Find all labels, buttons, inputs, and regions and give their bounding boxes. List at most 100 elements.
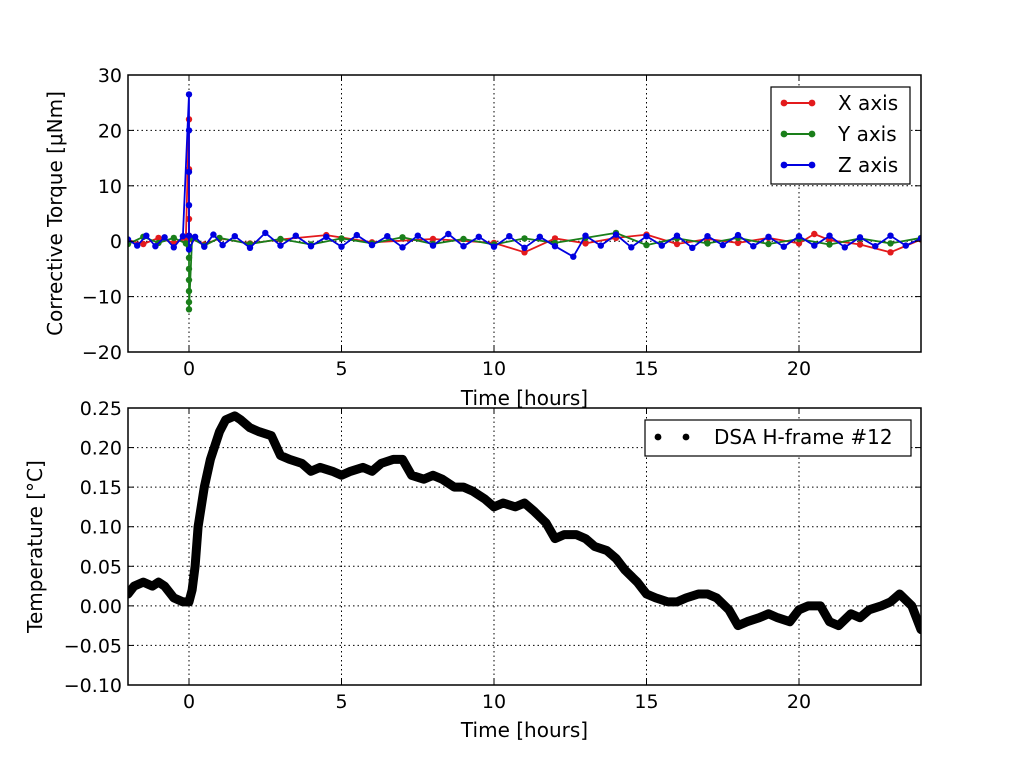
data-point-z-axis bbox=[185, 202, 193, 209]
data-point-z-axis bbox=[643, 233, 650, 240]
torque-legend: X axis Y axis Z axis bbox=[770, 86, 911, 185]
data-point-y-axis bbox=[185, 265, 193, 273]
legend-label-dsa-h-frame-12: DSA H-frame #12 bbox=[714, 425, 893, 449]
temperature-y-tick-label: 0.25 bbox=[80, 398, 122, 420]
data-point-z-axis bbox=[185, 246, 193, 253]
data-point-y-axis bbox=[185, 287, 193, 295]
data-point-z-axis bbox=[231, 233, 238, 240]
legend-marker-z-axis bbox=[780, 161, 788, 169]
data-point-x-axis bbox=[582, 240, 589, 247]
data-point-z-axis bbox=[262, 229, 269, 237]
data-point-z-axis bbox=[191, 233, 199, 240]
data-point-y-axis bbox=[185, 306, 193, 313]
torque-y-tick-label: 20 bbox=[98, 120, 122, 142]
torque-y-tick-label: 30 bbox=[98, 65, 122, 87]
data-point-z-axis bbox=[612, 231, 620, 238]
data-point-z-axis bbox=[658, 242, 665, 249]
data-point-z-axis bbox=[414, 232, 421, 239]
data-point-z-axis bbox=[161, 234, 168, 241]
torque-y-axis-label: Corrective Torque [μNm] bbox=[43, 91, 67, 336]
temperature-y-axis-label: Temperature [°C] bbox=[23, 460, 47, 634]
data-point-z-axis bbox=[551, 243, 559, 250]
temperature-plot: 0 5 10 15 20 −0.10 −0.05 0.00 0.05 0.10 0.15 0.20 0.… bbox=[23, 398, 922, 742]
data-point-z-axis bbox=[170, 244, 177, 251]
data-point-x-axis bbox=[673, 240, 681, 248]
data-point-z-axis bbox=[292, 232, 299, 239]
temperature-y-tick-label: 0.15 bbox=[80, 477, 122, 499]
torque-x-tick-label: 0 bbox=[183, 358, 195, 380]
data-point-z-axis bbox=[368, 241, 376, 249]
data-point-y-axis bbox=[643, 241, 650, 249]
series-dsa-h-frame-12 bbox=[128, 411, 921, 635]
legend-marker-z-axis bbox=[808, 161, 816, 169]
data-point-z-axis bbox=[475, 233, 482, 240]
data-point-x-axis bbox=[521, 249, 528, 256]
data-point-z-axis bbox=[185, 168, 193, 176]
temperature-legend: DSA H-frame #12 bbox=[644, 419, 912, 457]
torque-x-tick-label: 5 bbox=[335, 358, 347, 380]
data-point-x-axis bbox=[887, 249, 894, 256]
data-point-z-axis bbox=[490, 243, 498, 250]
data-point-z-axis bbox=[201, 243, 208, 250]
data-point-z-axis bbox=[210, 231, 217, 238]
data-point-z-axis bbox=[384, 233, 391, 240]
torque-x-tick-label: 10 bbox=[482, 358, 506, 380]
data-point-z-axis bbox=[750, 243, 757, 250]
data-point-z-axis bbox=[719, 241, 726, 249]
torque-y-tick-label: 0 bbox=[110, 231, 122, 253]
data-point-z-axis bbox=[628, 244, 635, 251]
series-line-dsa-h-frame-12 bbox=[128, 411, 921, 635]
torque-x-tick-label: 15 bbox=[634, 358, 658, 380]
data-point-x-axis bbox=[429, 235, 437, 243]
data-point-z-axis bbox=[152, 243, 159, 250]
temperature-y-tick-label: 0.05 bbox=[80, 556, 122, 578]
data-point-x-axis bbox=[140, 240, 147, 248]
data-point-y-axis bbox=[185, 254, 193, 261]
data-point-z-axis bbox=[582, 232, 589, 239]
torque-y-tick-label: −20 bbox=[82, 342, 122, 364]
data-point-z-axis bbox=[704, 233, 711, 240]
torque-x-axis-label: Time [hours] bbox=[460, 386, 588, 410]
data-point-z-axis bbox=[506, 233, 513, 240]
data-point-z-axis bbox=[841, 244, 848, 251]
data-point-z-axis bbox=[872, 243, 879, 250]
data-point-z-axis bbox=[902, 242, 909, 249]
data-point-x-axis bbox=[856, 241, 864, 248]
data-point-x-axis bbox=[155, 234, 162, 242]
data-point-z-axis bbox=[460, 243, 467, 250]
data-point-z-axis bbox=[734, 231, 742, 239]
data-point-z-axis bbox=[134, 242, 141, 249]
legend-marker-y-axis bbox=[780, 130, 788, 138]
temperature-x-tick-label: 5 bbox=[335, 691, 347, 713]
temperature-y-tick-label: 0.00 bbox=[80, 596, 122, 618]
data-point-y-axis bbox=[765, 240, 772, 248]
data-point-z-axis bbox=[185, 91, 193, 98]
data-point-z-axis bbox=[521, 244, 528, 251]
temperature-y-tick-label: −0.10 bbox=[64, 675, 122, 697]
data-point-y-axis bbox=[460, 235, 467, 243]
data-point-z-axis bbox=[185, 127, 193, 134]
data-point-z-axis bbox=[765, 233, 772, 240]
data-point-y-axis bbox=[338, 235, 345, 242]
data-point-y-axis bbox=[826, 241, 833, 248]
data-point-y-axis bbox=[277, 235, 284, 243]
data-point-y-axis bbox=[521, 235, 528, 242]
data-point-z-axis bbox=[826, 232, 833, 239]
temperature-y-tick-label: 0.20 bbox=[80, 438, 122, 460]
torque-plot-frame bbox=[127, 74, 922, 353]
data-point-z-axis bbox=[219, 241, 226, 249]
data-point-z-axis bbox=[277, 242, 284, 249]
data-point-x-axis bbox=[795, 240, 803, 247]
series-z-axis bbox=[128, 91, 921, 260]
data-point-y-axis bbox=[704, 240, 711, 247]
data-point-z-axis bbox=[811, 242, 818, 249]
data-point-x-axis bbox=[811, 230, 818, 238]
data-point-y-axis bbox=[185, 298, 193, 306]
legend-marker-y-axis bbox=[808, 130, 816, 138]
data-point-z-axis bbox=[917, 235, 921, 242]
legend-marker-x-axis bbox=[808, 99, 816, 107]
temperature-x-tick-label: 20 bbox=[787, 691, 811, 713]
legend-marker-x-axis bbox=[780, 99, 788, 107]
data-point-x-axis bbox=[826, 236, 833, 244]
